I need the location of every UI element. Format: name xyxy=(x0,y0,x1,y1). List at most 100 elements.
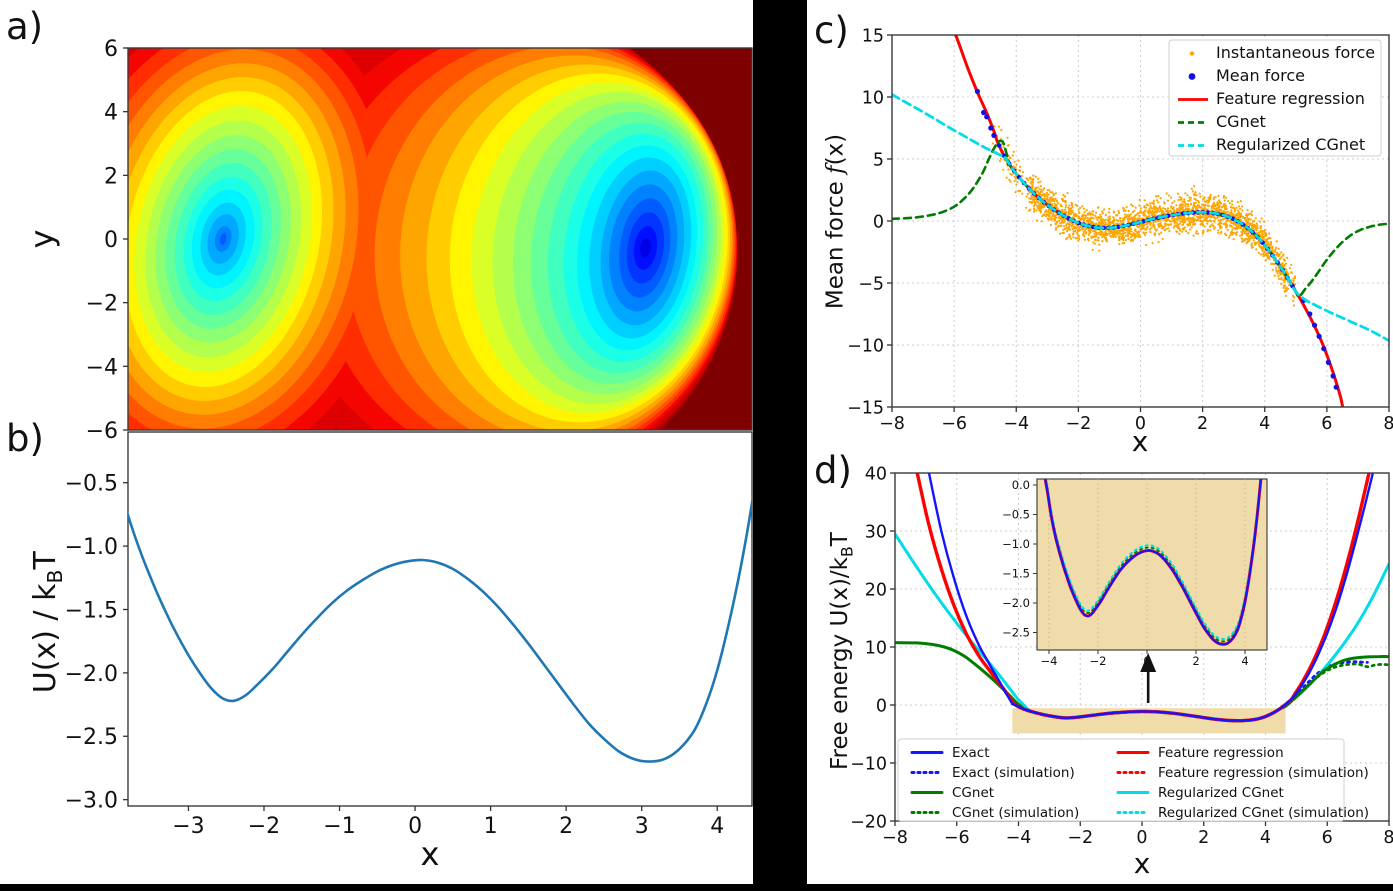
scatter-point xyxy=(1017,189,1020,192)
inset-curves xyxy=(1043,479,1263,646)
scatter-point xyxy=(1156,208,1159,211)
scatter-point xyxy=(1230,225,1234,228)
scatter-point xyxy=(1006,136,1009,139)
scatter-point xyxy=(1034,175,1037,178)
scatter-point xyxy=(1275,240,1278,243)
scatter-point xyxy=(1185,218,1188,221)
scatter-point xyxy=(1125,206,1128,209)
scatter-point xyxy=(1117,231,1120,234)
legend-label: CGnet (simulation) xyxy=(952,805,1079,821)
scatter-point xyxy=(1194,201,1197,204)
mean-force-dot xyxy=(981,109,987,116)
scatter-point xyxy=(1108,215,1111,218)
scatter-point xyxy=(1217,231,1220,234)
scatter-point xyxy=(1152,223,1155,226)
scatter-point xyxy=(1069,237,1073,240)
scatter-point xyxy=(1039,188,1043,191)
scatter-point xyxy=(1128,229,1131,232)
scatter-point xyxy=(1267,243,1270,246)
scatter-point xyxy=(1157,201,1160,204)
scatter-point xyxy=(1149,204,1152,207)
y-tick-label: 5 xyxy=(873,150,884,170)
scatter-point xyxy=(1144,214,1147,217)
scatter-point xyxy=(1090,216,1093,219)
scatter-point xyxy=(1049,191,1052,194)
scatter-point xyxy=(1239,200,1242,203)
scatter-point xyxy=(1166,223,1169,226)
scatter-point xyxy=(1236,201,1239,204)
scatter-point xyxy=(1064,195,1067,198)
x-tick-label: 8 xyxy=(1383,414,1393,434)
scatter-point xyxy=(1274,248,1277,251)
scatter-point xyxy=(1230,211,1233,214)
scatter-point xyxy=(1060,197,1064,201)
scatter-point xyxy=(1194,206,1197,209)
legend-d: Exact Exact (simulation) CGnet CGnet (simul… xyxy=(897,738,1369,822)
scatter-point xyxy=(1104,231,1107,234)
scatter-point xyxy=(1092,241,1095,244)
scatter-point xyxy=(1140,222,1143,226)
scatter-point xyxy=(1266,240,1269,244)
scatter-point xyxy=(1248,224,1251,227)
scatter-point xyxy=(1232,214,1235,217)
scatter-point xyxy=(1099,213,1102,216)
scatter-point xyxy=(1168,230,1171,233)
scatter-point xyxy=(1210,207,1213,210)
scatter-point xyxy=(1072,222,1075,226)
scatter-point xyxy=(1087,237,1090,240)
scatter-point xyxy=(1277,269,1280,272)
scatter-point xyxy=(1238,215,1242,219)
scatter-point xyxy=(1272,262,1275,265)
scatter-point xyxy=(1085,219,1089,222)
scatter-point xyxy=(1250,214,1254,217)
scatter-point xyxy=(1247,222,1250,225)
scatter-point xyxy=(1224,205,1227,208)
scatter-point xyxy=(1191,223,1194,226)
scatter-point xyxy=(1104,213,1107,217)
scatter-point xyxy=(1083,214,1086,217)
scatter-point xyxy=(1077,239,1080,242)
scatter-point xyxy=(1206,220,1209,223)
scatter-point xyxy=(1097,232,1100,235)
scatter-point xyxy=(1100,233,1103,236)
scatter-point xyxy=(1090,236,1093,239)
scatter-point xyxy=(1203,206,1206,210)
scatter-point xyxy=(1158,233,1161,236)
scatter-point xyxy=(1053,202,1056,205)
scatter-point xyxy=(1239,207,1242,210)
scatter-point xyxy=(1036,190,1039,193)
x-tick-label: 0 xyxy=(408,814,422,839)
scatter-point xyxy=(1248,235,1251,238)
scatter-point xyxy=(1051,199,1055,202)
scatter-point xyxy=(1066,229,1069,232)
scatter-point xyxy=(1191,190,1194,193)
scatter-point xyxy=(1008,156,1011,159)
scatter-point xyxy=(1050,196,1053,199)
scatter-point xyxy=(1197,216,1200,220)
scatter-point xyxy=(1222,196,1225,199)
scatter-point xyxy=(1175,204,1178,207)
scatter-point xyxy=(1013,160,1016,163)
y-tick-label: 40 xyxy=(865,464,887,484)
scatter-point xyxy=(1175,221,1178,224)
scatter-point xyxy=(1285,268,1288,271)
scatter-point xyxy=(1157,210,1161,213)
scatter-point xyxy=(1066,236,1069,239)
y-tick-label: −0.5 xyxy=(65,472,118,497)
scatter-point xyxy=(1072,236,1075,239)
scatter-point xyxy=(1268,258,1271,261)
inset-y-tick: −1.0 xyxy=(1002,537,1030,551)
mean-force-dot xyxy=(1321,346,1327,352)
legend-label: CGnet xyxy=(1216,112,1266,131)
scatter-point xyxy=(1075,226,1078,229)
legend-label: Instantaneous force xyxy=(1216,43,1375,62)
scatter-point xyxy=(1053,199,1056,202)
scatter-point xyxy=(1195,230,1198,233)
scatter-point xyxy=(1032,204,1035,207)
scatter-point xyxy=(1123,216,1126,219)
scatter-point xyxy=(1113,233,1116,236)
scatter-point xyxy=(1189,198,1192,201)
scatter-point xyxy=(1037,204,1040,208)
scatter-point xyxy=(1149,230,1152,234)
scatter-point xyxy=(1186,194,1189,197)
